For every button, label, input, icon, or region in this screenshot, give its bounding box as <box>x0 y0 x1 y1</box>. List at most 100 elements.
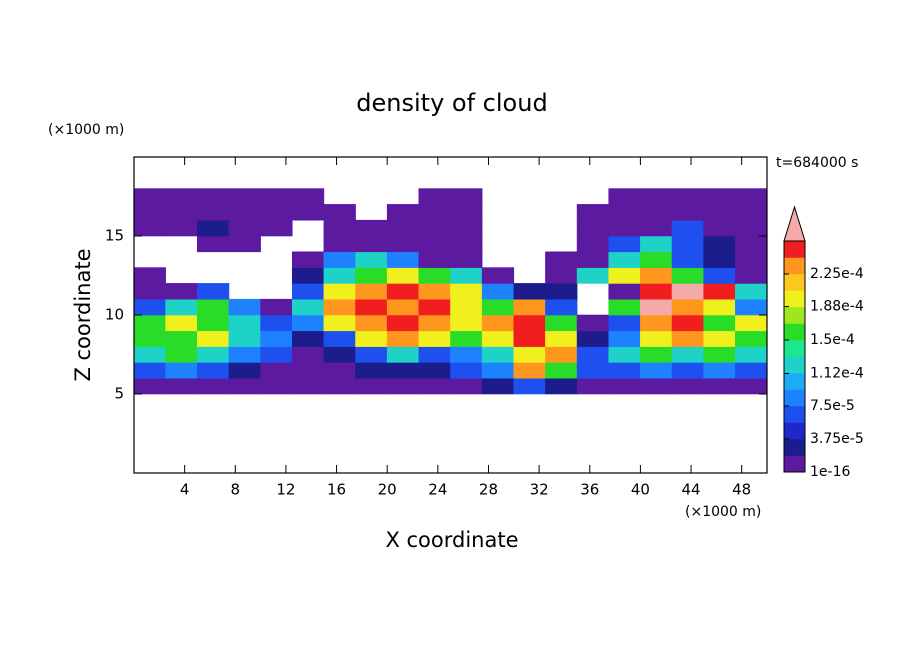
contour-cell <box>513 330 546 347</box>
contour-cell <box>545 298 578 316</box>
colorbar-band <box>783 290 806 308</box>
contour-cell <box>386 298 420 316</box>
contour-cell <box>671 251 704 268</box>
contour-cell <box>576 251 610 268</box>
contour-cell <box>323 267 356 284</box>
contour-cell <box>386 204 420 221</box>
contour-cell <box>640 362 673 379</box>
x-tick-label: 48 <box>732 481 751 499</box>
contour-cell <box>703 283 736 300</box>
contour-cell <box>450 314 483 332</box>
contour-cell <box>228 204 261 221</box>
x-tick-label: 36 <box>580 481 599 499</box>
contour-cell <box>450 377 483 395</box>
colorbar-tick-label: 1.5e-4 <box>810 332 855 348</box>
contour-cell <box>671 377 704 395</box>
colorbar-tick-label: 2.25e-4 <box>810 266 864 282</box>
contour-cell <box>481 267 515 284</box>
contour-cell <box>608 235 641 253</box>
contour-cell <box>133 346 166 363</box>
contour-cell <box>291 330 325 347</box>
contour-cell <box>640 330 673 347</box>
contour-cell <box>703 346 736 363</box>
contour-cell <box>323 330 356 347</box>
contour-cell <box>608 251 641 268</box>
contour-cell <box>355 219 388 237</box>
x-tick-label: 40 <box>631 481 650 499</box>
colorbar-band <box>783 306 806 324</box>
contour-cell <box>386 330 420 347</box>
contour-cell <box>418 204 451 221</box>
contour-cell <box>323 377 356 395</box>
contour-cell <box>323 346 356 363</box>
contour-cell <box>513 377 546 395</box>
x-axis-label: X coordinate <box>385 528 518 552</box>
contour-cell <box>640 314 673 332</box>
contour-cell <box>450 204 483 221</box>
contour-cell <box>576 204 610 221</box>
colorbar-band <box>783 273 806 291</box>
contour-cell <box>703 251 736 268</box>
contour-cell <box>735 362 768 379</box>
contour-cell <box>576 377 610 395</box>
contour-cell <box>133 267 166 284</box>
contour-cell <box>165 204 198 221</box>
y-unit-label: (×1000 m) <box>48 122 124 138</box>
contour-cell <box>481 377 515 395</box>
contour-cell <box>418 188 451 205</box>
y-tick-label: 10 <box>105 306 124 324</box>
contour-cell <box>671 188 704 205</box>
colorbar-band <box>783 405 806 423</box>
contour-cell <box>323 362 356 379</box>
contour-cell <box>513 314 546 332</box>
contour-cell <box>323 251 356 268</box>
contour-cell <box>450 346 483 363</box>
contour-cell <box>260 346 293 363</box>
contour-cell <box>576 346 610 363</box>
colorbar-band <box>783 438 806 456</box>
contour-cell <box>165 362 198 379</box>
contour-cell <box>513 346 546 363</box>
contour-cell <box>418 377 451 395</box>
contour-cell <box>608 314 641 332</box>
contour-cell <box>608 346 641 363</box>
contour-cell <box>418 298 451 316</box>
contour-cell <box>323 298 356 316</box>
colorbar-tick-label: 1e-16 <box>810 464 850 480</box>
contour-cell <box>260 219 293 237</box>
contour-cell <box>291 346 325 363</box>
x-unit-label: (×1000 m) <box>685 504 761 520</box>
colorbar-band <box>783 323 806 341</box>
x-tick-label: 32 <box>530 481 549 499</box>
contour-cell <box>228 362 261 379</box>
colorbar-tick-label: 7.5e-5 <box>810 398 855 414</box>
contour-cell <box>323 204 356 221</box>
contour-cell <box>133 188 166 205</box>
contour-cell <box>386 314 420 332</box>
colorbar-tick-label: 1.12e-4 <box>810 365 864 381</box>
contour-cell <box>608 283 641 300</box>
contour-cell <box>703 235 736 253</box>
contour-cell <box>703 377 736 395</box>
contour-cell <box>355 377 388 395</box>
contour-cell <box>545 283 578 300</box>
contour-cell <box>165 314 198 332</box>
contour-cell <box>640 267 673 284</box>
contour-cell <box>608 330 641 347</box>
contour-cell <box>608 219 641 237</box>
contour-cell <box>545 377 578 395</box>
contour-cell <box>228 188 261 205</box>
contour-cell <box>671 267 704 284</box>
contour-cell <box>260 330 293 347</box>
contour-cell <box>640 346 673 363</box>
contour-cell <box>450 219 483 237</box>
x-tick-label: 16 <box>327 481 346 499</box>
contour-cell <box>640 219 673 237</box>
colorbar-extension <box>783 205 806 242</box>
contour-cell <box>671 219 704 237</box>
contour-cell <box>165 298 198 316</box>
contour-cell <box>450 188 483 205</box>
contour-cell <box>355 283 388 300</box>
colorbar-band <box>783 422 806 440</box>
